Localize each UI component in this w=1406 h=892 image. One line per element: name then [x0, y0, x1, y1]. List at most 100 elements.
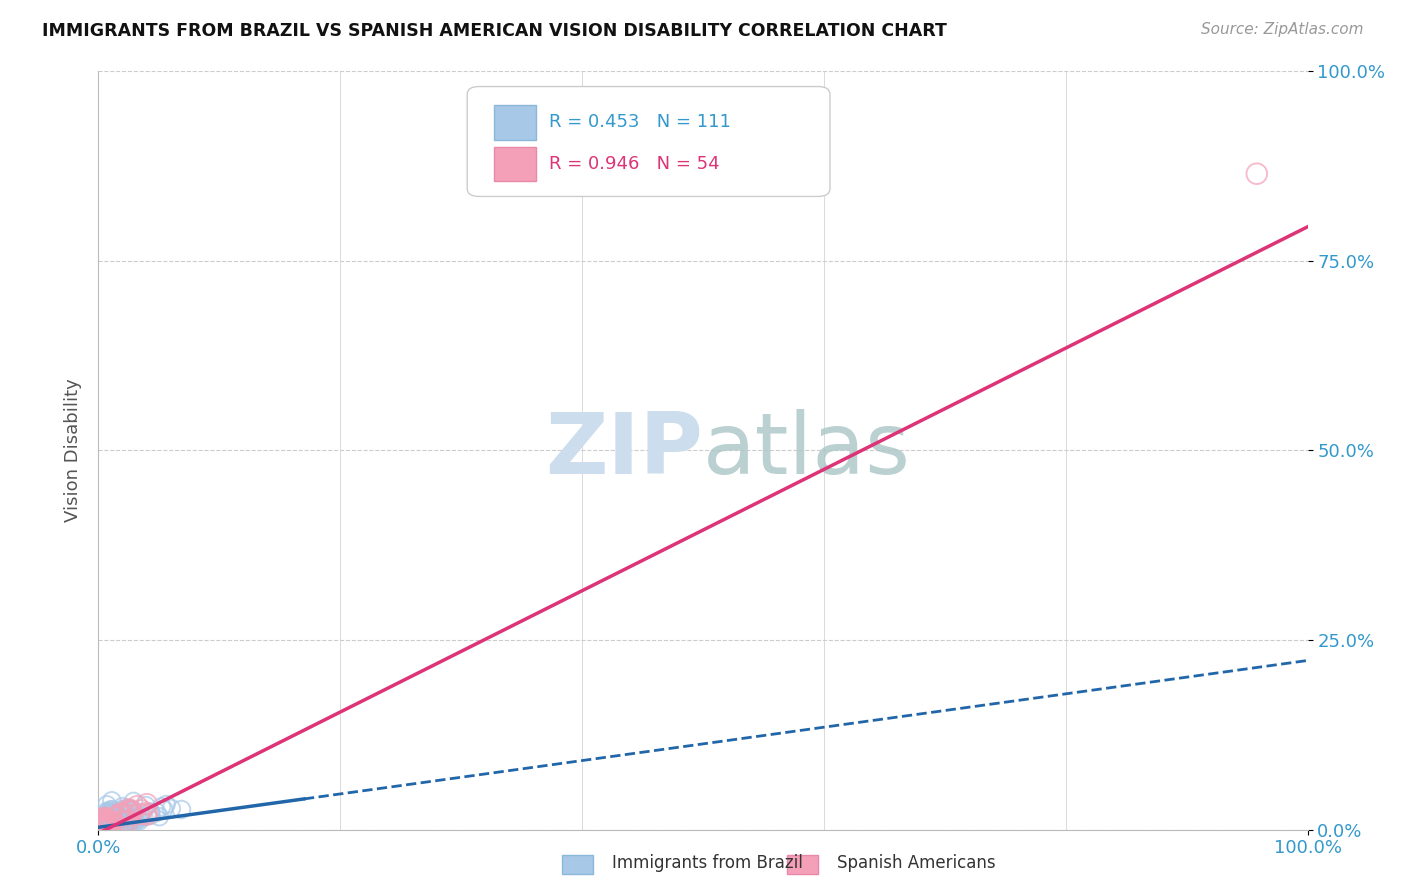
Point: [89, 815, 111, 830]
Point: [101, 816, 124, 830]
Point: [131, 804, 153, 818]
Point: [107, 808, 129, 822]
Point: [128, 810, 150, 824]
Point: [100, 816, 122, 830]
Point: [120, 814, 142, 828]
Point: [128, 806, 150, 821]
Point: [98, 811, 121, 825]
Point: [111, 802, 134, 816]
Point: [111, 805, 134, 820]
Point: [104, 807, 127, 822]
Point: [139, 808, 162, 822]
Point: [115, 807, 138, 822]
Point: [94, 814, 117, 829]
Point: [148, 810, 170, 824]
Point: [112, 813, 135, 827]
Point: [135, 797, 157, 812]
Point: [89, 812, 111, 826]
Point: [101, 816, 124, 830]
Point: [112, 805, 135, 820]
Point: [93, 812, 115, 826]
Point: [89, 822, 111, 836]
Point: [90, 818, 112, 832]
Text: Source: ZipAtlas.com: Source: ZipAtlas.com: [1201, 22, 1364, 37]
Point: [89, 822, 111, 836]
Point: [89, 819, 111, 833]
Point: [125, 812, 148, 826]
Point: [120, 805, 142, 820]
Point: [115, 813, 138, 827]
Point: [101, 814, 124, 828]
Point: [89, 816, 111, 830]
Point: [111, 811, 134, 825]
Point: [110, 805, 132, 820]
Point: [89, 813, 111, 827]
Point: [89, 821, 111, 835]
FancyBboxPatch shape: [494, 105, 536, 140]
Point: [91, 817, 114, 831]
Point: [89, 813, 111, 827]
Point: [103, 815, 125, 830]
Point: [117, 814, 139, 829]
Point: [96, 805, 118, 819]
Point: [89, 819, 111, 833]
Point: [117, 812, 139, 826]
Point: [97, 805, 120, 820]
Point: [90, 814, 112, 829]
Point: [112, 812, 135, 826]
Point: [98, 813, 121, 827]
Point: [89, 819, 111, 833]
Point: [120, 808, 142, 822]
Point: [89, 822, 111, 836]
Point: [170, 803, 193, 817]
Point: [98, 808, 121, 822]
Point: [1246, 167, 1268, 181]
Point: [89, 818, 111, 832]
Point: [90, 820, 112, 834]
Point: [108, 807, 131, 822]
Point: [90, 814, 112, 829]
Point: [94, 811, 117, 825]
Point: [89, 814, 111, 828]
Point: [100, 808, 122, 822]
Text: atlas: atlas: [703, 409, 911, 492]
Point: [117, 811, 139, 825]
Y-axis label: Vision Disability: Vision Disability: [63, 378, 82, 523]
Point: [132, 810, 155, 824]
Point: [97, 820, 120, 834]
Point: [97, 818, 120, 832]
Point: [122, 794, 145, 808]
Point: [101, 810, 124, 824]
Point: [104, 805, 127, 820]
Point: [104, 804, 127, 818]
Point: [155, 797, 177, 812]
Point: [89, 816, 111, 830]
Point: [124, 814, 146, 829]
Point: [94, 814, 117, 828]
Point: [135, 798, 157, 813]
Point: [93, 812, 115, 826]
Point: [101, 794, 124, 808]
Point: [93, 808, 115, 822]
Point: [122, 803, 145, 817]
Point: [94, 812, 117, 826]
Point: [103, 812, 125, 826]
Point: [135, 806, 157, 821]
Point: [98, 803, 121, 817]
Point: [97, 818, 120, 832]
Point: [145, 805, 167, 820]
Point: [117, 805, 139, 819]
Point: [112, 806, 135, 821]
Point: [110, 806, 132, 821]
Point: [101, 816, 124, 830]
Point: [100, 805, 122, 820]
Point: [94, 817, 117, 831]
Point: [105, 809, 128, 823]
Point: [100, 814, 122, 829]
Point: [89, 815, 111, 830]
Point: [118, 802, 141, 816]
Point: [96, 810, 118, 824]
Point: [117, 814, 139, 829]
Point: [120, 804, 142, 818]
Text: IMMIGRANTS FROM BRAZIL VS SPANISH AMERICAN VISION DISABILITY CORRELATION CHART: IMMIGRANTS FROM BRAZIL VS SPANISH AMERIC…: [42, 22, 948, 40]
